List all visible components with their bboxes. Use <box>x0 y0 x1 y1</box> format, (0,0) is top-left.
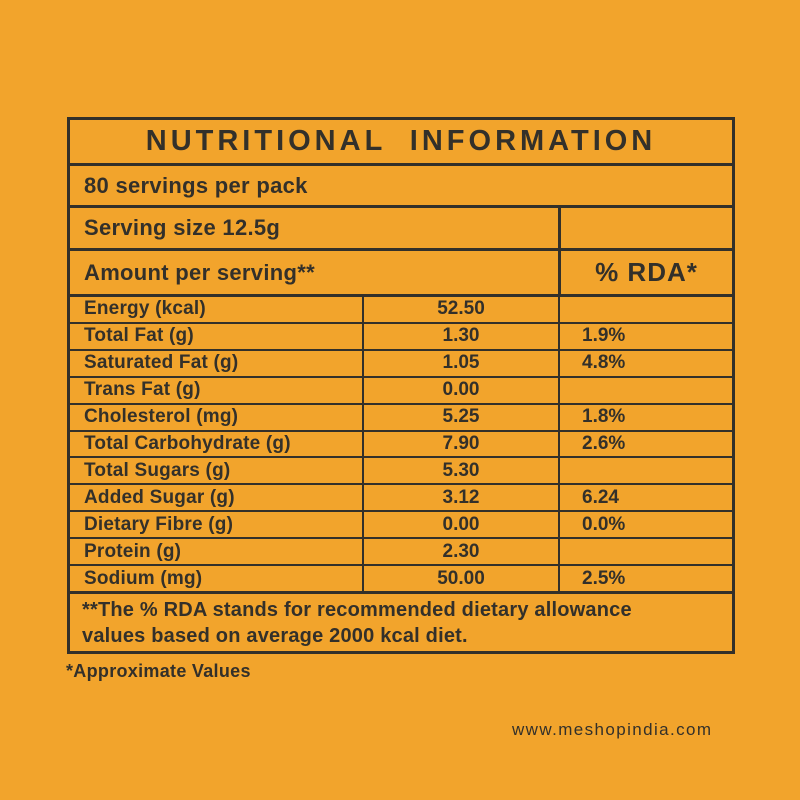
serving-size: Serving size 12.5g <box>84 215 281 240</box>
nutrient-amount: 1.05 <box>362 350 558 376</box>
nutrient-amount: 50.00 <box>362 566 558 591</box>
serving-size-spacer-cell <box>558 208 732 248</box>
nutrient-name: Energy (kcal) <box>84 298 206 320</box>
nutrient-amount: 2.30 <box>362 539 558 565</box>
rda-footnote: **The % RDA stands for recommended dieta… <box>70 594 732 651</box>
nutrient-name: Total Carbohydrate (g) <box>84 432 291 454</box>
nutrient-row: Added Sugar (g) 3.12 6.24 <box>70 485 732 513</box>
nutrient-name: Saturated Fat (g) <box>84 352 239 374</box>
nutrient-amount: 52.50 <box>362 297 558 322</box>
nutrient-name: Trans Fat (g) <box>84 379 201 401</box>
serving-size-row: Serving size 12.5g <box>70 208 732 251</box>
nutrient-rda: 6.24 <box>558 485 732 511</box>
nutrient-amount: 5.30 <box>362 458 558 484</box>
nutrient-name: Sodium (mg) <box>84 567 203 589</box>
nutrient-name: Total Fat (g) <box>84 325 194 347</box>
nutrient-row: Trans Fat (g) 0.00 <box>70 377 732 405</box>
nutrient-name: Cholesterol (mg) <box>84 406 239 428</box>
nutrient-row: Cholesterol (mg) 5.25 1.8% <box>70 404 732 432</box>
nutrient-rda: 2.6% <box>558 431 732 457</box>
nutrient-row: Sodium (mg) 50.00 2.5% <box>70 566 732 594</box>
nutrient-rda <box>558 458 732 484</box>
nutrition-facts-table: NUTRITIONAL INFORMATION 80 servings per … <box>67 117 735 654</box>
nutrient-row: Total Sugars (g) 5.30 <box>70 458 732 486</box>
column-header-row: Amount per serving** % RDA* <box>70 251 732 297</box>
nutrient-rows: Energy (kcal) 52.50 Total Fat (g) 1.30 1… <box>70 297 732 594</box>
nutrient-row: Energy (kcal) 52.50 <box>70 297 732 324</box>
nutrient-rda: 4.8% <box>558 350 732 376</box>
nutrient-name: Total Sugars (g) <box>84 459 231 481</box>
nutrient-rda: 1.9% <box>558 323 732 349</box>
nutrient-row: Saturated Fat (g) 1.05 4.8% <box>70 350 732 378</box>
nutrient-row: Protein (g) 2.30 <box>70 539 732 567</box>
approximate-values-note: *Approximate Values <box>66 661 251 681</box>
nutrient-rda: 1.8% <box>558 404 732 430</box>
nutrient-rda <box>558 297 732 322</box>
rda-header: % RDA* <box>558 251 732 294</box>
nutrient-amount: 0.00 <box>362 377 558 403</box>
nutrient-name: Added Sugar (g) <box>84 486 235 508</box>
footnote-line-1: **The % RDA stands for recommended dieta… <box>82 598 632 621</box>
nutrient-row: Total Fat (g) 1.30 1.9% <box>70 323 732 351</box>
nutrient-row: Dietary Fibre (g) 0.00 0.0% <box>70 512 732 540</box>
nutrient-rda <box>558 377 732 403</box>
nutrient-amount: 0.00 <box>362 512 558 538</box>
nutrient-amount: 5.25 <box>362 404 558 430</box>
website-url: www.meshopindia.com <box>512 720 713 739</box>
table-title: NUTRITIONAL INFORMATION <box>70 120 732 166</box>
nutrient-name: Dietary Fibre (g) <box>84 513 234 535</box>
nutrient-amount: 7.90 <box>362 431 558 457</box>
servings-per-pack: 80 servings per pack <box>70 166 732 208</box>
nutrient-name: Protein (g) <box>84 540 182 562</box>
nutrient-rda: 2.5% <box>558 566 732 591</box>
nutrient-row: Total Carbohydrate (g) 7.90 2.6% <box>70 431 732 459</box>
amount-per-serving-header: Amount per serving** <box>84 259 315 285</box>
nutrient-rda: 0.0% <box>558 512 732 538</box>
footnote-line-2: values based on average 2000 kcal diet. <box>82 624 468 647</box>
nutrient-rda <box>558 539 732 565</box>
nutrient-amount: 3.12 <box>362 485 558 511</box>
nutrient-amount: 1.30 <box>362 323 558 349</box>
